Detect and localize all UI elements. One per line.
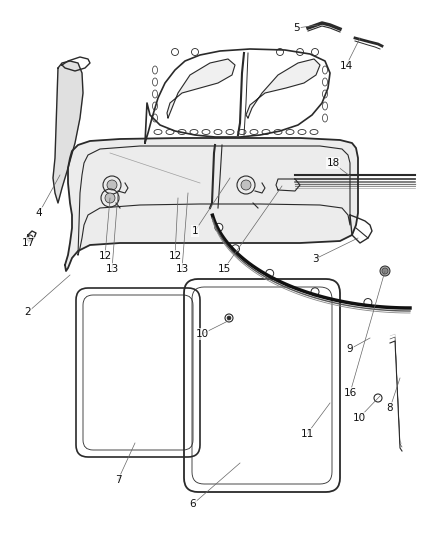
Text: 5: 5 — [294, 23, 300, 33]
Ellipse shape — [214, 130, 222, 134]
Circle shape — [227, 316, 231, 320]
Circle shape — [266, 269, 274, 277]
Circle shape — [215, 223, 223, 231]
Ellipse shape — [152, 102, 158, 110]
Polygon shape — [53, 61, 83, 203]
Text: 3: 3 — [312, 254, 318, 264]
Ellipse shape — [154, 130, 162, 134]
Text: 7: 7 — [115, 475, 121, 485]
Circle shape — [364, 298, 372, 306]
Circle shape — [380, 266, 390, 276]
Circle shape — [225, 314, 233, 322]
Ellipse shape — [310, 130, 318, 134]
Ellipse shape — [322, 66, 328, 74]
Ellipse shape — [226, 130, 234, 134]
Text: 1: 1 — [192, 226, 198, 236]
Ellipse shape — [190, 130, 198, 134]
Ellipse shape — [322, 102, 328, 110]
Ellipse shape — [322, 78, 328, 86]
Ellipse shape — [152, 90, 158, 98]
Circle shape — [172, 49, 179, 55]
Text: 11: 11 — [300, 429, 314, 439]
Text: 13: 13 — [175, 264, 189, 274]
Ellipse shape — [152, 78, 158, 86]
Text: 12: 12 — [99, 251, 112, 261]
Text: 15: 15 — [217, 264, 231, 274]
Polygon shape — [65, 138, 358, 271]
Ellipse shape — [166, 130, 174, 134]
Text: 8: 8 — [387, 403, 393, 413]
Circle shape — [374, 394, 382, 402]
Text: 13: 13 — [106, 264, 119, 274]
Ellipse shape — [298, 130, 306, 134]
Text: 10: 10 — [195, 329, 208, 339]
Ellipse shape — [322, 90, 328, 98]
Text: 10: 10 — [353, 413, 366, 423]
Ellipse shape — [238, 130, 246, 134]
Text: 4: 4 — [35, 208, 42, 218]
Ellipse shape — [152, 114, 158, 122]
Text: 6: 6 — [190, 499, 196, 509]
Circle shape — [232, 245, 240, 253]
Ellipse shape — [262, 130, 270, 134]
Circle shape — [105, 193, 115, 203]
Ellipse shape — [152, 66, 158, 74]
Circle shape — [241, 180, 251, 190]
Circle shape — [107, 180, 117, 190]
Polygon shape — [246, 59, 320, 118]
Circle shape — [276, 49, 283, 55]
Circle shape — [382, 268, 388, 274]
Text: 16: 16 — [343, 388, 357, 398]
Text: 9: 9 — [347, 344, 353, 354]
Ellipse shape — [274, 130, 282, 134]
Text: 2: 2 — [25, 307, 31, 317]
Text: 12: 12 — [168, 251, 182, 261]
Text: 18: 18 — [326, 158, 339, 168]
Text: 17: 17 — [21, 238, 35, 248]
Circle shape — [191, 49, 198, 55]
Ellipse shape — [286, 130, 294, 134]
Text: 14: 14 — [339, 61, 353, 71]
Ellipse shape — [178, 130, 186, 134]
Polygon shape — [167, 59, 235, 118]
Circle shape — [311, 49, 318, 55]
Ellipse shape — [322, 114, 328, 122]
Circle shape — [297, 49, 304, 55]
Circle shape — [311, 288, 319, 296]
Ellipse shape — [202, 130, 210, 134]
Ellipse shape — [250, 130, 258, 134]
